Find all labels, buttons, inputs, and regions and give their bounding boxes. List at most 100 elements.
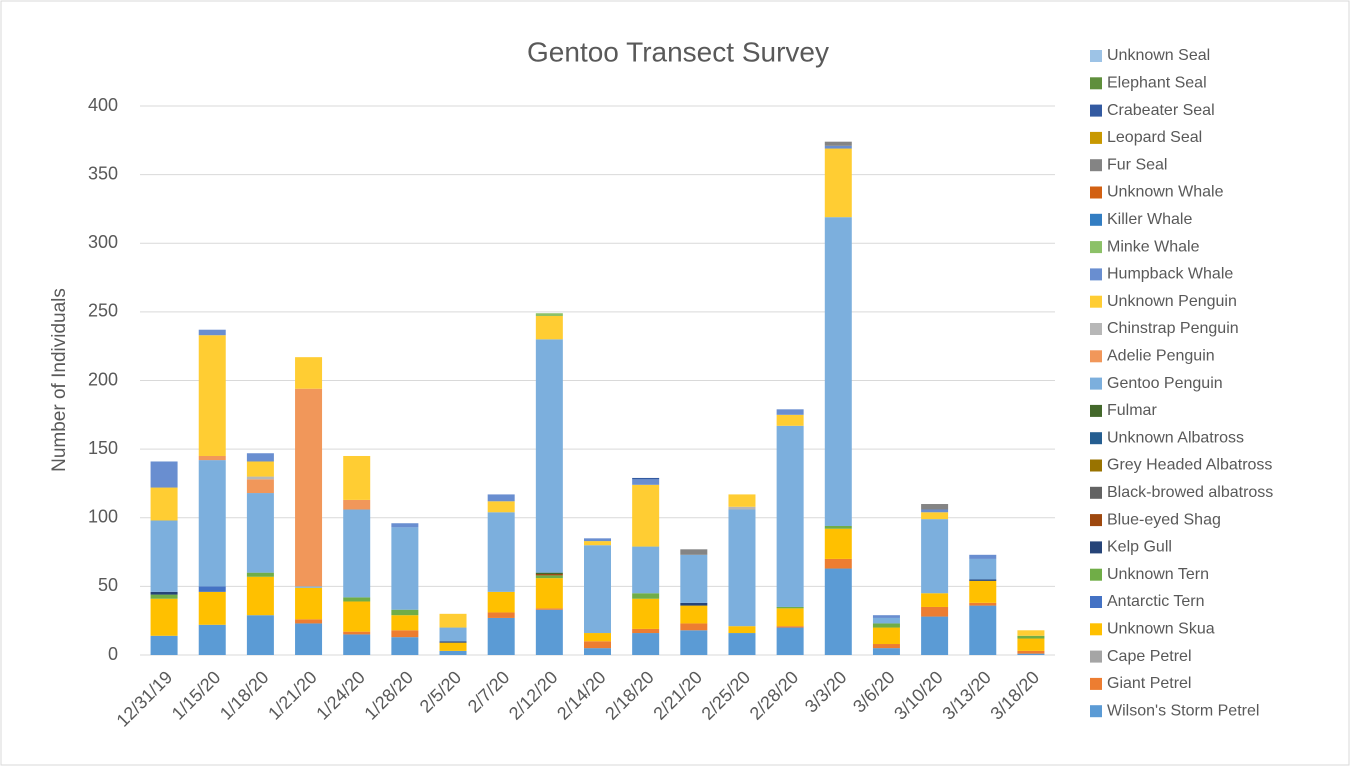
bar-segment xyxy=(535,608,563,610)
bar-segment xyxy=(1017,638,1045,651)
bar-segment xyxy=(921,593,949,607)
bar-segment xyxy=(343,634,371,655)
bar-segment xyxy=(295,619,323,624)
legend-swatch xyxy=(1090,241,1102,254)
legend-label: Fulmar xyxy=(1107,402,1157,419)
bar-segment xyxy=(343,631,371,635)
legend-swatch xyxy=(1090,268,1102,281)
bar-segment xyxy=(584,633,611,642)
bar-segment xyxy=(295,587,323,620)
legend-label: Unknown Albatross xyxy=(1107,429,1244,446)
bar-segment xyxy=(632,628,660,634)
bar-segment xyxy=(776,627,804,655)
bar-segment xyxy=(198,624,226,655)
legend-label: Kelp Gull xyxy=(1107,539,1172,556)
bar-segment xyxy=(343,509,371,598)
legend-label: Elephant Seal xyxy=(1107,75,1207,92)
legend-swatch xyxy=(1090,159,1102,172)
bar-segment xyxy=(969,558,997,580)
bar-segment xyxy=(150,461,178,488)
bar-segment xyxy=(246,476,274,480)
bar-segment xyxy=(391,609,419,616)
legend-swatch xyxy=(1090,705,1102,718)
bar-segment xyxy=(969,554,997,559)
bar-segment xyxy=(584,648,611,655)
y-axis-title: Number of Individuals xyxy=(49,288,70,472)
bar-segment xyxy=(921,606,949,617)
bar-segment xyxy=(776,606,804,609)
bar-segment xyxy=(632,633,660,655)
bar-segment xyxy=(728,509,756,627)
legend-swatch xyxy=(1090,677,1102,690)
bar-segment xyxy=(824,145,852,149)
bar-segment xyxy=(584,545,611,634)
bar-segment xyxy=(584,541,611,546)
bar-segment xyxy=(343,601,371,632)
legend-swatch xyxy=(1090,486,1102,499)
legend-swatch xyxy=(1090,131,1102,144)
bar-segment xyxy=(1017,630,1045,636)
bar-segment xyxy=(439,641,467,643)
bar-segment xyxy=(824,558,852,569)
bar-segment xyxy=(246,572,274,577)
legend-label: Grey Headed Albatross xyxy=(1107,457,1272,474)
bar-segment xyxy=(487,612,515,618)
y-tick-label: 50 xyxy=(98,575,118,595)
legend-label: Crabeater Seal xyxy=(1107,102,1215,119)
legend-label: Leopard Seal xyxy=(1107,129,1202,146)
bar-segment xyxy=(728,494,756,507)
bar-segment xyxy=(632,479,660,485)
bar-segment xyxy=(872,623,900,628)
legend-label: Unknown Seal xyxy=(1107,47,1210,64)
bar-segment xyxy=(295,586,323,588)
legend-label: Minke Whale xyxy=(1107,238,1200,255)
bar-segment xyxy=(824,141,852,146)
bar-segment xyxy=(680,623,708,631)
bar-segment xyxy=(198,329,226,336)
legend-swatch xyxy=(1090,350,1102,363)
bar-segment xyxy=(824,148,852,218)
bar-segment xyxy=(439,613,467,628)
bar-segment xyxy=(632,593,660,599)
bar-segment xyxy=(150,594,178,599)
bar-segment xyxy=(872,627,900,645)
legend-label: Unknown Whale xyxy=(1107,184,1224,201)
bar-segment xyxy=(246,479,274,494)
legend-swatch xyxy=(1090,104,1102,117)
bar-segment xyxy=(343,499,371,510)
bar-segment xyxy=(776,414,804,426)
bar-segment xyxy=(824,528,852,559)
bar-segment xyxy=(295,357,323,389)
bar-segment xyxy=(150,591,178,595)
bar-segment xyxy=(680,630,708,655)
bar-segment xyxy=(921,519,949,594)
bar-segment xyxy=(632,546,660,594)
bar-segment xyxy=(921,616,949,655)
bar-segment xyxy=(535,578,563,609)
bar-segment xyxy=(969,579,997,581)
bar-segment xyxy=(487,501,515,513)
legend-swatch xyxy=(1090,50,1102,62)
bar-segment xyxy=(295,623,323,655)
legend-label: Unknown Tern xyxy=(1107,566,1209,583)
bar-segment xyxy=(969,602,997,606)
bar-segment xyxy=(439,642,467,651)
bar-segment xyxy=(584,641,611,649)
bar-segment xyxy=(776,626,804,628)
bar-segment xyxy=(295,388,323,587)
bar-segment xyxy=(198,335,226,456)
bar-segment xyxy=(391,637,419,655)
legend-label: Black-browed albatross xyxy=(1107,484,1273,501)
bar-segment xyxy=(728,506,756,510)
bar-segment xyxy=(535,574,563,576)
legend-swatch xyxy=(1090,295,1102,308)
legend-label: Killer Whale xyxy=(1107,211,1192,228)
bar-segment xyxy=(343,455,371,500)
bar-segment xyxy=(969,580,997,603)
legend-label: Gentoo Penguin xyxy=(1107,375,1223,392)
legend-swatch xyxy=(1090,623,1102,636)
bar-segment xyxy=(776,425,804,607)
bar-segment xyxy=(535,572,563,575)
bar-segment xyxy=(1017,650,1045,654)
